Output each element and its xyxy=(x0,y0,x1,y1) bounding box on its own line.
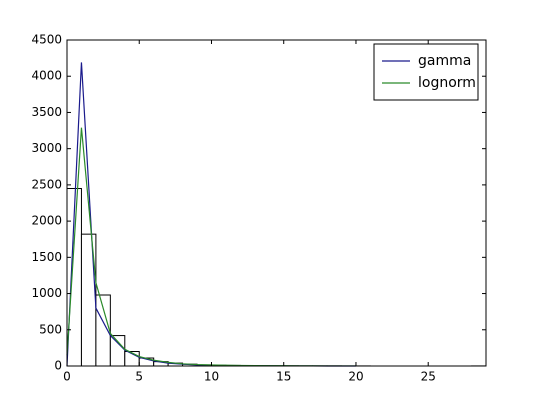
x-tick-label: 5 xyxy=(135,370,143,384)
y-tick-label: 500 xyxy=(39,322,62,336)
y-tick-label: 3000 xyxy=(31,141,62,155)
y-tick-label: 1000 xyxy=(31,286,62,300)
y-tick-label: 2000 xyxy=(31,214,62,228)
x-tick-label: 0 xyxy=(63,370,71,384)
x-tick-label: 20 xyxy=(348,370,363,384)
legend-label: lognorm xyxy=(418,75,476,91)
y-tick-label: 3500 xyxy=(31,105,62,119)
bar xyxy=(110,336,124,366)
y-tick-label: 4500 xyxy=(31,33,62,47)
x-tick-label: 25 xyxy=(421,370,436,384)
x-tick-label: 10 xyxy=(204,370,219,384)
y-tick-label: 1500 xyxy=(31,250,62,264)
y-tick-label: 0 xyxy=(54,359,62,373)
y-tick-label: 4000 xyxy=(31,69,62,83)
legend-label: gamma xyxy=(418,53,471,69)
y-tick-label: 2500 xyxy=(31,177,62,191)
x-tick-label: 15 xyxy=(276,370,291,384)
